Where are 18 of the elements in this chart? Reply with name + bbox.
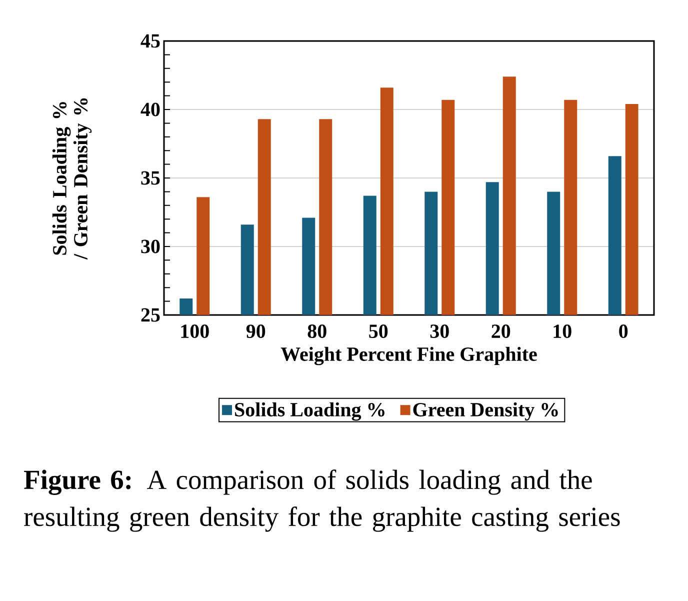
legend-label: Green Density %	[413, 402, 558, 421]
x-tick-label: 20	[492, 324, 510, 338]
x-tick-label: 90	[246, 324, 266, 338]
legend-label: Solids Loading %	[235, 402, 384, 421]
x-tick-label: 80	[308, 324, 326, 338]
y-tick-label: 45	[140, 34, 160, 48]
x-tick-label: 30	[430, 324, 449, 338]
y-tick-label: 25	[141, 308, 160, 322]
x-tick-label: 50	[369, 324, 388, 338]
x-tick-label: 0	[619, 324, 628, 338]
x-axis-title: Weight Percent Fine Graphite	[280, 346, 537, 366]
x-tick-label: 100	[181, 324, 209, 338]
y-axis-title: Solids Loading % / Green Density %	[52, 98, 92, 260]
y-tick-label: 30	[141, 240, 160, 254]
text: Figure 6: A comparison of solids loading and the resulting green density for the graphite casting series	[24, 470, 620, 532]
y-tick-label: 35	[141, 171, 160, 185]
y-tick-label: 40	[140, 102, 160, 116]
x-tick-label: 10	[554, 324, 572, 338]
